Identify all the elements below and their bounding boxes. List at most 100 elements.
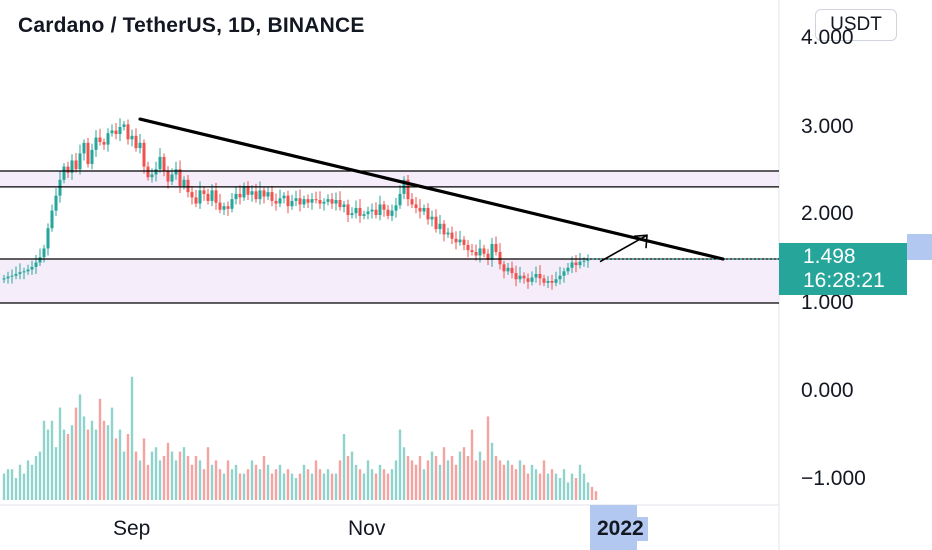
volume-bar xyxy=(127,434,129,500)
volume-bar xyxy=(543,460,545,500)
candle-body xyxy=(295,198,298,201)
chart-title: Cardano / TetherUS, 1D, BINANCE xyxy=(18,14,365,38)
volume-bar xyxy=(539,474,541,500)
volume-bar xyxy=(115,438,117,500)
price-scale-marker xyxy=(907,234,932,260)
volume-bar xyxy=(267,465,269,500)
candle-body xyxy=(167,171,170,182)
volume-bar xyxy=(279,465,281,500)
volume-bar xyxy=(475,460,477,500)
candle-body xyxy=(335,200,338,204)
candle-body xyxy=(223,206,226,210)
candle-body xyxy=(311,199,314,203)
candle-body xyxy=(355,208,358,213)
candle-body xyxy=(383,204,386,209)
volume-bar xyxy=(191,465,193,500)
candle-body xyxy=(363,214,366,216)
candle-body xyxy=(443,224,446,235)
volume-bar xyxy=(295,478,297,500)
candle-body xyxy=(507,268,510,272)
volume-bar xyxy=(299,474,301,500)
volume-bar xyxy=(383,469,385,500)
volume-bar xyxy=(319,469,321,500)
candle-body xyxy=(299,198,302,204)
candle-body xyxy=(103,142,106,145)
candle-body xyxy=(23,271,26,272)
volume-bar xyxy=(147,465,149,500)
volume-bar xyxy=(343,434,345,500)
candle-body xyxy=(271,192,274,201)
candle-body xyxy=(339,200,342,207)
volume-bar xyxy=(19,465,21,500)
candle-body xyxy=(447,233,450,235)
candle-body xyxy=(459,240,462,243)
volume-bar xyxy=(515,469,517,500)
candle-body xyxy=(187,180,190,192)
candle-body xyxy=(527,278,530,282)
breakout-arrow-line xyxy=(600,235,647,261)
volume-bar xyxy=(591,487,593,500)
volume-bar xyxy=(243,474,245,500)
candle-body xyxy=(391,211,394,216)
candle-body xyxy=(515,273,518,279)
bar-countdown: 16:28:21 xyxy=(779,269,907,293)
volume-bar xyxy=(187,456,189,500)
volume-bar xyxy=(95,430,97,500)
volume-bar xyxy=(447,460,449,500)
candle-body xyxy=(215,190,218,202)
candle-body xyxy=(67,167,70,173)
candle-body xyxy=(203,190,206,194)
candle-body xyxy=(543,278,546,282)
candle-body xyxy=(307,199,310,203)
volume-bar xyxy=(407,456,409,500)
candle-body xyxy=(303,199,306,204)
volume-bar xyxy=(203,469,205,500)
candle-body xyxy=(327,199,330,202)
volume-bar xyxy=(431,452,433,500)
support-resistance-zone xyxy=(0,259,779,303)
volume-bar xyxy=(71,425,73,500)
volume-bar xyxy=(523,465,525,500)
volume-bar xyxy=(391,469,393,500)
volume-bar xyxy=(491,443,493,500)
candle-body xyxy=(159,157,162,169)
candle-body xyxy=(219,203,222,210)
candle-body xyxy=(579,262,582,266)
volume-bar xyxy=(443,447,445,500)
candle-body xyxy=(179,169,182,186)
volume-bar xyxy=(11,469,13,500)
candle-body xyxy=(351,213,354,215)
candle-body xyxy=(95,138,98,150)
volume-bar xyxy=(179,452,181,500)
volume-bar xyxy=(595,491,597,500)
volume-bar xyxy=(531,465,533,500)
volume-bar xyxy=(75,408,77,500)
candle-body xyxy=(207,194,210,201)
candle-body xyxy=(319,200,322,204)
volume-bar xyxy=(423,469,425,500)
candle-body xyxy=(235,194,238,199)
volume-bar xyxy=(283,474,285,500)
volume-bar xyxy=(275,469,277,500)
volume-bar xyxy=(511,465,513,500)
candle-body xyxy=(283,196,286,199)
volume-bar xyxy=(31,465,33,500)
volume-bar xyxy=(231,469,233,500)
volume-layer xyxy=(3,377,597,500)
candle-body xyxy=(63,167,66,180)
volume-bar xyxy=(399,430,401,500)
volume-bar xyxy=(563,469,565,500)
volume-bar xyxy=(499,460,501,500)
volume-bar xyxy=(39,452,41,500)
volume-bar xyxy=(59,408,61,500)
time-tick-highlight: 2022 xyxy=(593,517,648,541)
volume-bar xyxy=(227,460,229,500)
candle-body xyxy=(259,190,262,199)
volume-bar xyxy=(143,438,145,500)
candle-body xyxy=(263,190,266,196)
candle-body xyxy=(287,196,290,207)
volume-bar xyxy=(135,452,137,500)
volume-bar xyxy=(303,465,305,500)
candle-body xyxy=(535,274,538,278)
volume-bar xyxy=(463,447,465,500)
